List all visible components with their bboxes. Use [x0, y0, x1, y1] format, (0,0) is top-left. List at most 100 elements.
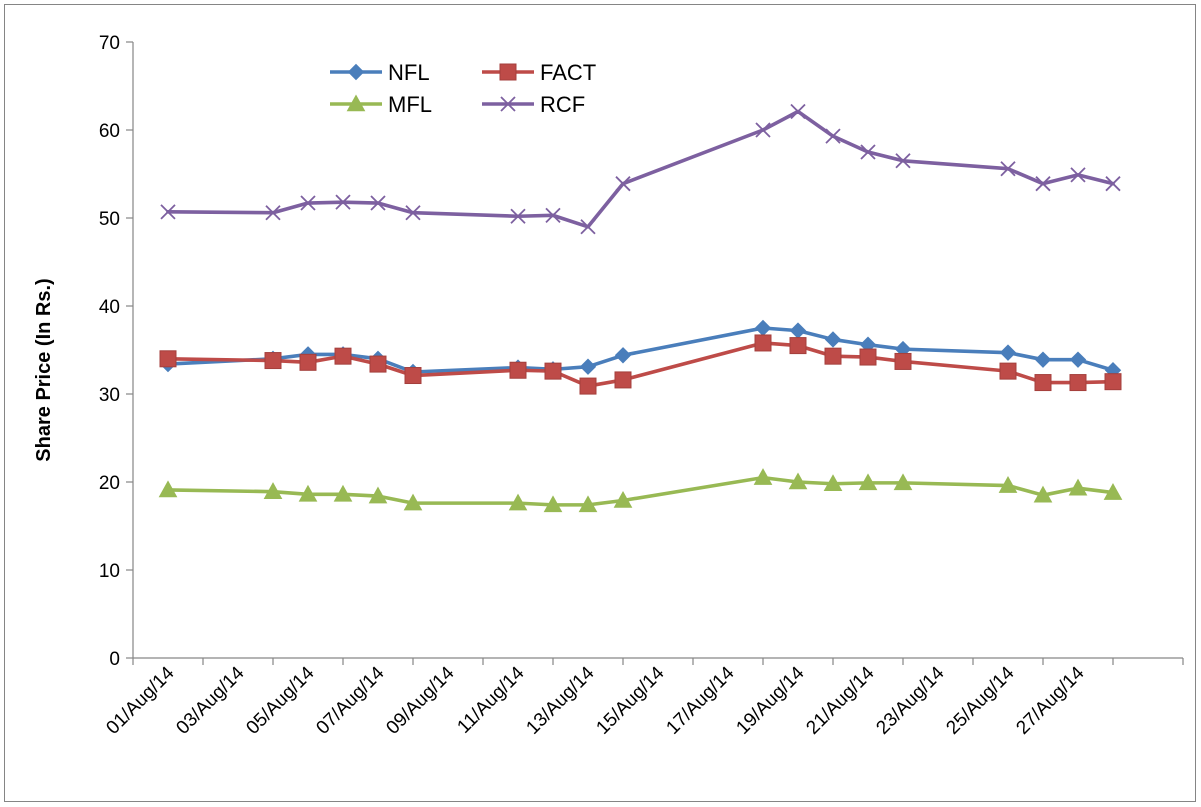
data-point-mfl: [788, 472, 808, 490]
y-tick-label: 0: [109, 649, 120, 670]
data-point-rcf: [510, 208, 526, 224]
data-point-fact: [509, 361, 527, 379]
x-tick-label: 11/Aug/14: [453, 662, 528, 737]
data-point-fact: [1069, 374, 1087, 392]
legend-label-fact: FACT: [540, 60, 596, 85]
x-tick-label: 07/Aug/14: [312, 662, 388, 738]
data-point-fact: [859, 348, 877, 366]
data-point-fact: [999, 362, 1017, 380]
data-point-nfl: [824, 331, 842, 348]
y-tick-label: 10: [99, 561, 120, 582]
data-point-fact: [404, 367, 422, 385]
data-point-mfl: [998, 475, 1018, 493]
chart-frame: [4, 4, 1196, 802]
data-point-rcf: [1105, 176, 1121, 192]
data-point-mfl: [333, 484, 353, 502]
data-point-nfl: [754, 319, 772, 337]
y-axis-ticks: 0 10 20 30 40 50 60 70: [99, 33, 133, 670]
data-point-nfl: [614, 347, 632, 364]
data-point-fact: [614, 371, 632, 389]
data-point-rcf: [790, 103, 806, 120]
data-point-rcf: [1070, 167, 1086, 183]
y-tick-label: 20: [99, 473, 120, 494]
data-point-fact: [894, 352, 912, 370]
legend-item-mfl: MFL: [330, 92, 432, 117]
data-point-rcf: [860, 144, 876, 160]
y-tick-label: 60: [99, 121, 120, 142]
data-point-nfl: [1034, 351, 1052, 368]
data-point-nfl: [579, 358, 597, 375]
data-point-fact: [1104, 373, 1122, 391]
x-tick-label: 01/Aug/14: [102, 662, 178, 738]
data-point-rcf: [265, 205, 281, 221]
legend-label-mfl: MFL: [388, 92, 432, 117]
data-point-nfl: [1069, 351, 1087, 368]
data-point-rcf: [370, 195, 386, 211]
legend-item-nfl: NFL: [330, 60, 430, 85]
data-point-mfl: [1068, 478, 1088, 496]
data-point-nfl: [789, 322, 807, 339]
data-point-rcf: [1000, 161, 1016, 177]
data-point-rcf: [755, 122, 771, 138]
x-tick-label: 25/Aug/14: [942, 662, 1018, 738]
x-axis-ticks: 01/Aug/1403/Aug/1405/Aug/1407/Aug/1409/A…: [102, 658, 1184, 739]
y-tick-label: 30: [99, 385, 120, 406]
legend-marker-mfl: [346, 94, 366, 112]
data-point-mfl: [613, 490, 633, 508]
data-point-rcf: [335, 194, 351, 210]
data-point-fact: [1034, 374, 1052, 392]
series-rcf: [160, 103, 1121, 235]
data-point-fact: [159, 350, 177, 368]
data-point-mfl: [508, 493, 528, 511]
y-tick-label: 40: [99, 297, 120, 318]
data-point-rcf: [895, 153, 911, 169]
series-group: [158, 103, 1123, 513]
y-tick-label: 50: [99, 209, 120, 230]
x-tick-label: 15/Aug/14: [592, 662, 668, 738]
x-tick-label: 19/Aug/14: [732, 662, 808, 738]
data-point-mfl: [158, 480, 178, 498]
data-point-mfl: [543, 495, 563, 513]
data-point-mfl: [368, 486, 388, 504]
legend-label-nfl: NFL: [388, 60, 430, 85]
data-point-rcf: [405, 205, 421, 221]
y-axis-title: Share Price (In Rs.): [33, 278, 55, 461]
data-point-fact: [824, 347, 842, 365]
data-point-rcf: [545, 207, 561, 223]
x-tick-label: 13/Aug/14: [522, 662, 598, 738]
data-point-fact: [789, 337, 807, 355]
legend-marker-fact: [499, 63, 517, 81]
legend: NFL FACT MFL RCF: [330, 60, 596, 117]
axes: [132, 42, 1183, 659]
data-point-rcf: [160, 204, 176, 220]
series-mfl: [158, 468, 1123, 513]
data-point-fact: [299, 353, 317, 371]
data-point-rcf: [1035, 176, 1051, 192]
data-point-mfl: [1033, 485, 1053, 503]
legend-label-rcf: RCF: [540, 92, 585, 117]
data-point-fact: [754, 334, 772, 352]
x-tick-label: 17/Aug/14: [662, 662, 738, 738]
x-tick-label: 21/Aug/14: [802, 662, 878, 738]
data-point-fact: [544, 362, 562, 380]
x-tick-label: 09/Aug/14: [382, 662, 458, 738]
data-point-mfl: [823, 474, 843, 492]
legend-item-fact: FACT: [482, 60, 596, 85]
data-point-mfl: [403, 493, 423, 511]
data-point-fact: [369, 355, 387, 373]
legend-item-rcf: RCF: [482, 92, 585, 117]
series-fact: [159, 334, 1122, 395]
data-point-mfl: [858, 473, 878, 491]
legend-marker-rcf: [500, 96, 516, 112]
data-point-fact: [264, 352, 282, 370]
data-point-mfl: [578, 495, 598, 513]
x-tick-label: 23/Aug/14: [872, 662, 948, 738]
data-point-rcf: [825, 128, 841, 144]
data-point-mfl: [263, 482, 283, 499]
data-point-rcf: [580, 219, 596, 235]
data-point-mfl: [893, 473, 913, 491]
data-point-mfl: [298, 484, 318, 502]
data-point-mfl: [1103, 483, 1123, 500]
data-point-nfl: [999, 344, 1017, 361]
